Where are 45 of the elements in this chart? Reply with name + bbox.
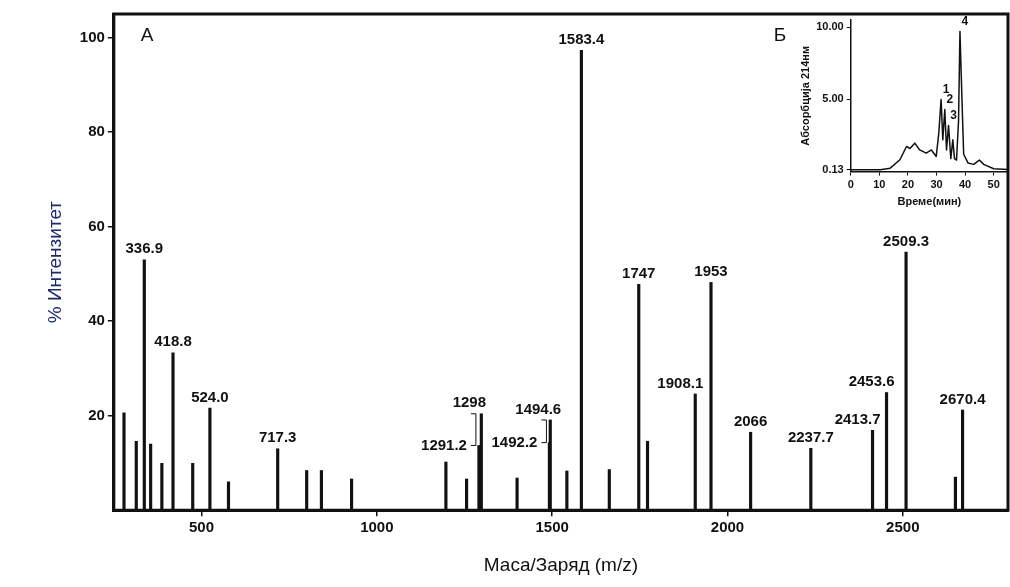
y-tick-label: 80 xyxy=(88,122,105,140)
annotation: 4 xyxy=(961,13,969,28)
annotation: 2066 xyxy=(733,411,768,429)
annotation: 1298 xyxy=(452,393,486,411)
annotation: 1492.2 xyxy=(491,432,538,450)
annotation: 1908.1 xyxy=(657,373,704,391)
annotation: 1953 xyxy=(694,262,728,280)
y-tick-label: 10.00 xyxy=(816,20,844,33)
x-tick-label: 500 xyxy=(188,518,215,536)
x-tick-label: 20 xyxy=(901,178,915,191)
x-tick-label: 50 xyxy=(987,178,1000,191)
annotation: 524.0 xyxy=(191,387,229,405)
x-tick-label: 2500 xyxy=(886,518,920,536)
annotation: 2413.7 xyxy=(834,409,881,427)
annotation: Б xyxy=(773,23,787,45)
x-tick-label: 1000 xyxy=(360,518,394,536)
y-tick-label: 100 xyxy=(79,27,105,45)
annotation: 3 xyxy=(950,107,958,122)
x-tick-label: 10 xyxy=(873,178,886,191)
annotation: 2509.3 xyxy=(883,231,930,249)
y-tick-label: 60 xyxy=(88,216,105,234)
y-axis-title: % Интензитет xyxy=(43,200,65,324)
annotation: 2237.7 xyxy=(787,427,834,445)
y-tick-label: 40 xyxy=(88,311,105,329)
annotation: 418.8 xyxy=(154,332,192,350)
x-axis-title: Маса/Заряд (m/z) xyxy=(483,553,639,575)
annotation: 2670.4 xyxy=(939,389,987,407)
x-tick-label: 2000 xyxy=(710,518,745,536)
x-tick-label: 0 xyxy=(847,178,854,191)
annotation: 1747 xyxy=(622,263,656,281)
y-tick-label: 0.13 xyxy=(822,162,844,175)
x-tick-label: 1500 xyxy=(535,518,569,536)
annotation: 1583.4 xyxy=(558,30,605,48)
y-tick-label: 5.00 xyxy=(822,92,844,105)
y-tick-label: 20 xyxy=(88,405,105,423)
annotation: А xyxy=(140,23,154,45)
x-tick-label: 40 xyxy=(958,178,972,191)
x-axis-title: Време(мин) xyxy=(897,195,962,208)
x-tick-label: 30 xyxy=(930,178,943,191)
annotation: 336.9 xyxy=(125,239,164,257)
annotation: 1494.6 xyxy=(515,399,562,417)
annotation: 1291.2 xyxy=(421,435,467,453)
annotation: 2453.6 xyxy=(848,372,895,390)
annotation: 717.3 xyxy=(258,428,297,446)
y-axis-title: Абсорбција 214нм xyxy=(798,45,811,146)
